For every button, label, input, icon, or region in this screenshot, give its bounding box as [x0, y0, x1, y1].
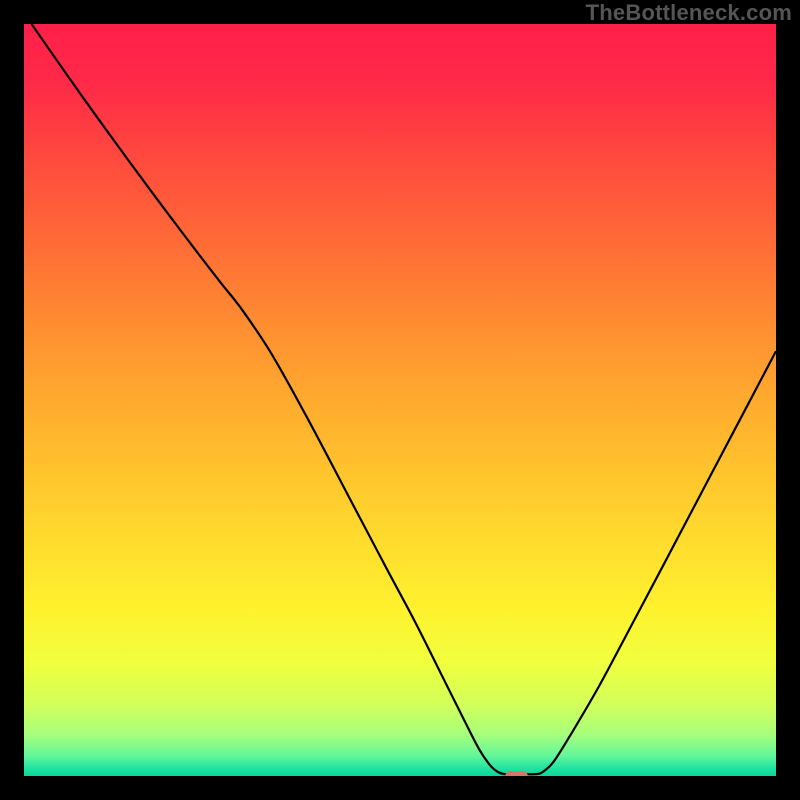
optimal-marker — [505, 771, 528, 776]
bottleneck-chart-svg — [24, 24, 776, 776]
plot-area — [24, 24, 776, 776]
attribution-label: TheBottleneck.com — [586, 0, 792, 26]
chart-background — [24, 24, 776, 776]
chart-frame: TheBottleneck.com — [0, 0, 800, 800]
